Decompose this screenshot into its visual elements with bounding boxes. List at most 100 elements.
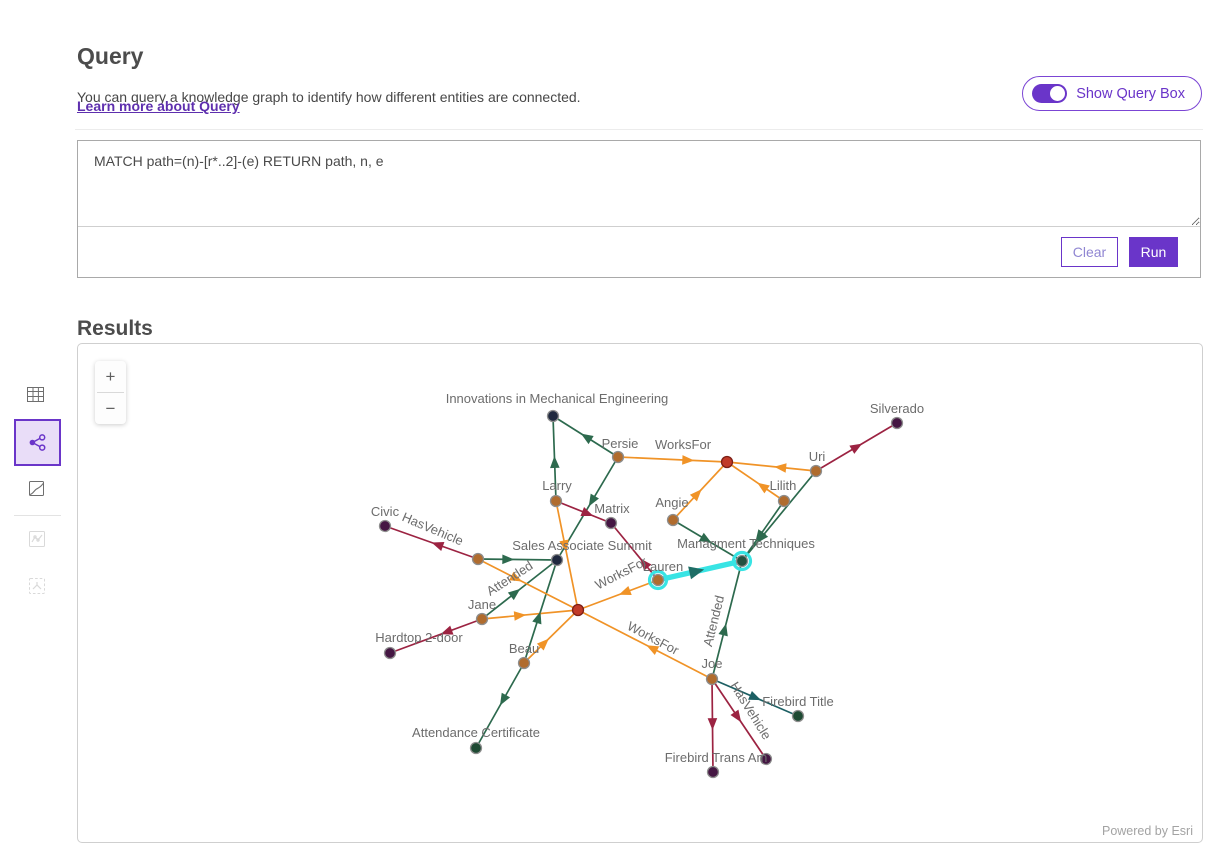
edge-label-6: Attended: [700, 594, 727, 648]
graph-node-angie[interactable]: [666, 513, 680, 527]
graph-node-person2[interactable]: [471, 552, 485, 566]
query-input[interactable]: MATCH path=(n)-[r*..2]-(e) RETURN path, …: [78, 141, 1200, 227]
graph-node-civic[interactable]: [378, 519, 392, 533]
learn-more-link[interactable]: Learn more about Query: [77, 98, 240, 114]
edge-arrow: [756, 530, 769, 543]
link-chart-canvas[interactable]: Innovations in Mechanical Engineering Per…: [78, 344, 1202, 842]
graph-edge-uri-mt[interactable]: [741, 470, 817, 562]
graph-node-innovations[interactable]: [546, 409, 560, 423]
node-label-matrix: Matrix: [594, 501, 630, 516]
graph-nodes: [378, 409, 904, 779]
node-label-lauren: Lauren: [643, 559, 683, 574]
page-title: Query: [77, 43, 144, 70]
graph-node-larry[interactable]: [549, 494, 563, 508]
section-divider: [75, 129, 1203, 130]
query-panel: MATCH path=(n)-[r*..2]-(e) RETURN path, …: [77, 140, 1201, 278]
edge-arrow: [718, 623, 728, 637]
graph-edge-jane-company2[interactable]: [481, 609, 579, 620]
graph-node-lauren[interactable]: [651, 573, 665, 587]
layout-view-button-disabled: [29, 578, 45, 594]
link-chart-view-button[interactable]: [14, 419, 61, 466]
link-chart-map-icon: [29, 531, 45, 547]
zoom-control: + −: [95, 361, 126, 424]
node-label-mt: Managment Techniques: [677, 536, 815, 551]
node-label-cert: Attendance Certificate: [412, 725, 540, 740]
node-highlight-ring: [647, 569, 669, 591]
edge-arrow: [507, 588, 521, 601]
graph-node-cert[interactable]: [469, 741, 483, 755]
graph-edge-jane-hardtop[interactable]: [389, 618, 483, 654]
toggle-switch-icon[interactable]: [1032, 84, 1068, 103]
table-icon: [27, 387, 44, 402]
table-view-button[interactable]: [27, 387, 44, 402]
graph-edge-lilith-mt[interactable]: [741, 500, 785, 562]
node-label-transam: Firebird Trans Am: [665, 750, 768, 765]
edge-arrow: [513, 611, 527, 621]
graph-edge-lauren-matrix[interactable]: [610, 522, 659, 581]
graph-edge-lilith-company1[interactable]: [726, 461, 785, 502]
graph-edge-joe-company2[interactable]: [577, 609, 713, 680]
query-actions: Clear Run: [78, 227, 1200, 277]
graph-node-company1[interactable]: [720, 455, 734, 469]
edge-arrow: [532, 611, 542, 625]
graph-edge-person2-sas[interactable]: [477, 558, 558, 561]
graph-node-vehicle2[interactable]: [759, 752, 773, 766]
graph-edge-person2-company2[interactable]: [477, 558, 579, 611]
link-chart-icon: [29, 434, 46, 451]
edge-arrow: [588, 493, 599, 507]
graph-node-company2[interactable]: [571, 603, 585, 617]
graph-node-transam[interactable]: [706, 765, 720, 779]
edge-arrow: [580, 507, 594, 516]
edge-arrow: [559, 539, 569, 553]
graph-node-uri[interactable]: [809, 464, 823, 478]
graph-node-matrix[interactable]: [604, 516, 618, 530]
edge-arrow: [640, 558, 652, 571]
node-label-angie: Angie: [655, 495, 688, 510]
node-label-sas: Sales Associate Summit: [512, 538, 652, 553]
node-label-joe: Joe: [702, 656, 723, 671]
powered-by-esri: Powered by Esri: [1101, 824, 1193, 838]
edge-arrow: [500, 692, 511, 706]
run-button[interactable]: Run: [1129, 237, 1178, 267]
query-description: You can query a knowledge graph to ident…: [77, 89, 581, 105]
graph-edge-uri-company1[interactable]: [726, 461, 817, 472]
graph-node-joe[interactable]: [705, 672, 719, 686]
show-query-box-toggle[interactable]: Show Query Box: [1022, 76, 1202, 111]
edge-arrow: [550, 455, 560, 469]
graph-node-lilith[interactable]: [777, 494, 791, 508]
edge-arrow: [730, 709, 742, 723]
edge-arrow: [431, 541, 445, 552]
graph-node-silverado[interactable]: [890, 416, 904, 430]
edge-arrow: [646, 645, 660, 655]
node-label-innovations: Innovations in Mechanical Engineering: [446, 391, 669, 406]
graph-node-jane[interactable]: [475, 612, 489, 626]
edge-arrow: [748, 690, 762, 701]
node-label-persie: Persie: [602, 436, 639, 451]
graph-edge-persie-company1[interactable]: [617, 456, 728, 463]
map-icon: [29, 481, 44, 496]
graph-node-persie[interactable]: [611, 450, 625, 464]
clear-button[interactable]: Clear: [1061, 237, 1118, 267]
graph-node-beau[interactable]: [517, 656, 531, 670]
map-view-button[interactable]: [29, 481, 44, 496]
zoom-in-button[interactable]: +: [95, 361, 126, 392]
edge-arrow: [536, 638, 549, 651]
edge-arrow: [707, 718, 718, 731]
node-label-larry: Larry: [542, 478, 572, 493]
graph-edge-larry-company2[interactable]: [555, 500, 579, 611]
link-chart-map-view-button-disabled: [29, 531, 45, 547]
graph-edge-beau-company2[interactable]: [523, 609, 579, 664]
node-label-uri: Uri: [809, 449, 826, 464]
graph-node-hardtop[interactable]: [383, 646, 397, 660]
edge-arrow: [580, 433, 594, 445]
graph-node-sas[interactable]: [550, 553, 564, 567]
node-label-lilith: Lilith: [770, 478, 797, 493]
graph-text: Innovations in Mechanical Engineering Per…: [371, 391, 924, 765]
node-label-hardtop: Hardtop 2-door: [375, 630, 463, 645]
graph-node-mt[interactable]: [735, 554, 749, 568]
graph-node-title[interactable]: [791, 709, 805, 723]
zoom-out-button[interactable]: −: [95, 393, 126, 424]
graph-edge-joe-mt[interactable]: [711, 560, 743, 680]
graph-edge-lauren-company2[interactable]: [577, 579, 659, 611]
node-label-beau: Beau: [509, 641, 539, 656]
